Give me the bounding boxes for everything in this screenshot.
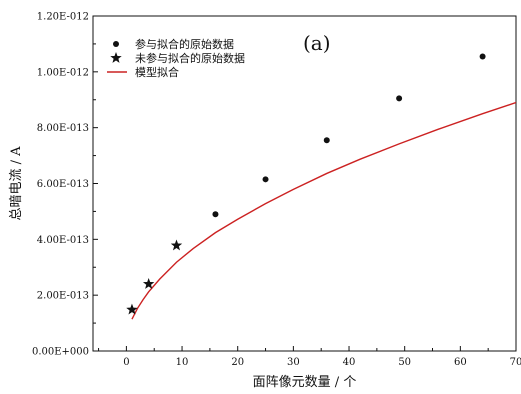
series-layer: [126, 53, 516, 320]
x-tick-label: 10: [176, 357, 189, 368]
data-point-circle: [212, 211, 219, 218]
y-tick-label: 8.00E-013: [37, 123, 89, 134]
x-tick-label: 60: [454, 357, 467, 368]
legend-label: 参与拟合的原始数据: [135, 37, 234, 51]
x-tick-label: 70: [510, 357, 521, 368]
y-tick-label: 0.00E+000: [32, 347, 89, 358]
legend-symbol-circle: [113, 41, 119, 47]
data-point-circle: [396, 95, 403, 102]
data-point-circle: [323, 137, 330, 144]
data-point-star: [126, 303, 138, 315]
legend-label: 未参与拟合的原始数据: [135, 51, 245, 65]
x-tick-label: 30: [287, 357, 300, 368]
panel-label: (a): [303, 31, 331, 55]
y-tick-label: 1.20E-012: [37, 12, 89, 23]
x-tick-label: 40: [343, 357, 356, 368]
x-tick-label: 20: [231, 357, 244, 368]
x-tick-label: 50: [398, 357, 411, 368]
x-axis-ticks: 0 10 20 30 40 50 60 70: [98, 346, 521, 368]
y-axis-ticks: 0.00E+000 2.00E-013 4.00E-013 6.00E-013 8.00…: [32, 12, 98, 358]
data-point-star: [142, 278, 155, 289]
y-axis-title: 总暗电流 / A: [9, 146, 24, 221]
y-tick-label: 6.00E-013: [37, 179, 89, 190]
data-point-star: [170, 239, 183, 251]
legend-symbol-star: [110, 52, 122, 63]
y-tick-label: 4.00E-013: [37, 235, 89, 246]
x-axis-title: 面阵像元数量 / 个: [253, 375, 357, 390]
x-tick-label: 0: [123, 357, 129, 368]
y-tick-label: 1.00E-012: [37, 67, 89, 78]
data-point-circle: [479, 53, 486, 60]
y-tick-label: 2.00E-013: [37, 291, 89, 302]
data-point-circle: [262, 176, 269, 183]
fit-curve: [131, 101, 516, 320]
legend-label: 模型拟合: [135, 65, 179, 79]
